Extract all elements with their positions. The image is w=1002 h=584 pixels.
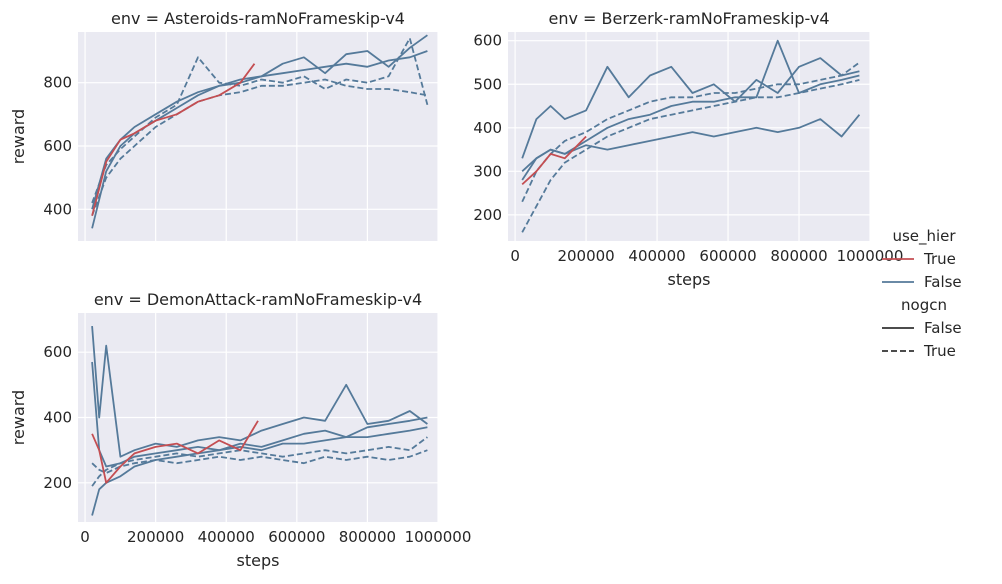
legend-label: False: [924, 319, 962, 337]
x-tick-label: 600000: [268, 528, 325, 546]
series-line-false-0: [91, 326, 428, 458]
panel-2: env = DemonAttack-ramNoFrameskip-v4 200 40…: [9, 290, 471, 570]
panel-title: env = DemonAttack-ramNoFrameskip-v4: [94, 290, 422, 309]
panel-title: env = Asteroids-ramNoFrameskip-v4: [111, 9, 405, 28]
x-axis-label: steps: [237, 551, 280, 570]
x-tick-label: 0: [510, 247, 520, 265]
panel-title: env = Berzerk-ramNoFrameskip-v4: [548, 9, 829, 28]
series-line-true-5: [91, 420, 259, 484]
series-line-false-3: [91, 37, 429, 204]
y-axis-label: reward: [9, 109, 28, 164]
series-line-false-4: [521, 61, 860, 203]
series-line-false-3: [521, 79, 860, 233]
y-tick-label: 600: [43, 343, 72, 361]
y-tick-label: 300: [473, 162, 502, 180]
series-line-false-1: [521, 57, 860, 159]
legend-label: True: [923, 250, 956, 268]
series-line-false-1: [91, 34, 428, 210]
y-axis-label: reward: [9, 390, 28, 445]
legend-label: False: [924, 273, 962, 291]
legend-label: True: [923, 342, 956, 360]
legend: use_hier True False nogcn False True: [882, 227, 962, 360]
plot-background: [508, 32, 870, 241]
x-tick-label: 800000: [770, 247, 827, 265]
series-line-true-5: [521, 135, 587, 186]
y-tick-label: 600: [43, 137, 72, 155]
x-tick-label: 200000: [127, 528, 184, 546]
y-tick-label: 200: [43, 474, 72, 492]
legend-title: use_hier: [892, 227, 956, 246]
x-tick-label: 0: [80, 528, 90, 546]
y-tick-label: 800: [43, 74, 72, 92]
x-tick-label: 200000: [557, 247, 614, 265]
series-line-false-4: [91, 449, 428, 474]
x-tick-label: 800000: [339, 528, 396, 546]
series-line-false-0: [91, 50, 428, 229]
x-tick-label: 400000: [198, 528, 255, 546]
y-tick-label: 600: [473, 32, 502, 50]
x-tick-label: 600000: [699, 247, 756, 265]
x-tick-label: 400000: [628, 247, 685, 265]
y-tick-label: 400: [43, 409, 72, 427]
y-tick-label: 400: [43, 200, 72, 218]
x-tick-label: 1000000: [837, 247, 904, 265]
series-line-false-2: [91, 426, 428, 516]
x-axis-label: steps: [668, 270, 711, 289]
y-tick-label: 200: [473, 206, 502, 224]
series-line-true-4: [91, 63, 256, 216]
panel-0: env = Asteroids-ramNoFrameskip-v4 400 600 8…: [9, 9, 439, 241]
legend-title: nogcn: [901, 296, 947, 314]
plot-background: [78, 32, 438, 241]
y-tick-label: 500: [473, 75, 502, 93]
x-tick-label: 1000000: [405, 528, 472, 546]
y-tick-label: 400: [473, 119, 502, 137]
panel-1: env = Berzerk-ramNoFrameskip-v4 200 300 400…: [473, 9, 903, 289]
series-line-false-2: [521, 114, 861, 172]
series-line-false-2: [91, 78, 428, 217]
